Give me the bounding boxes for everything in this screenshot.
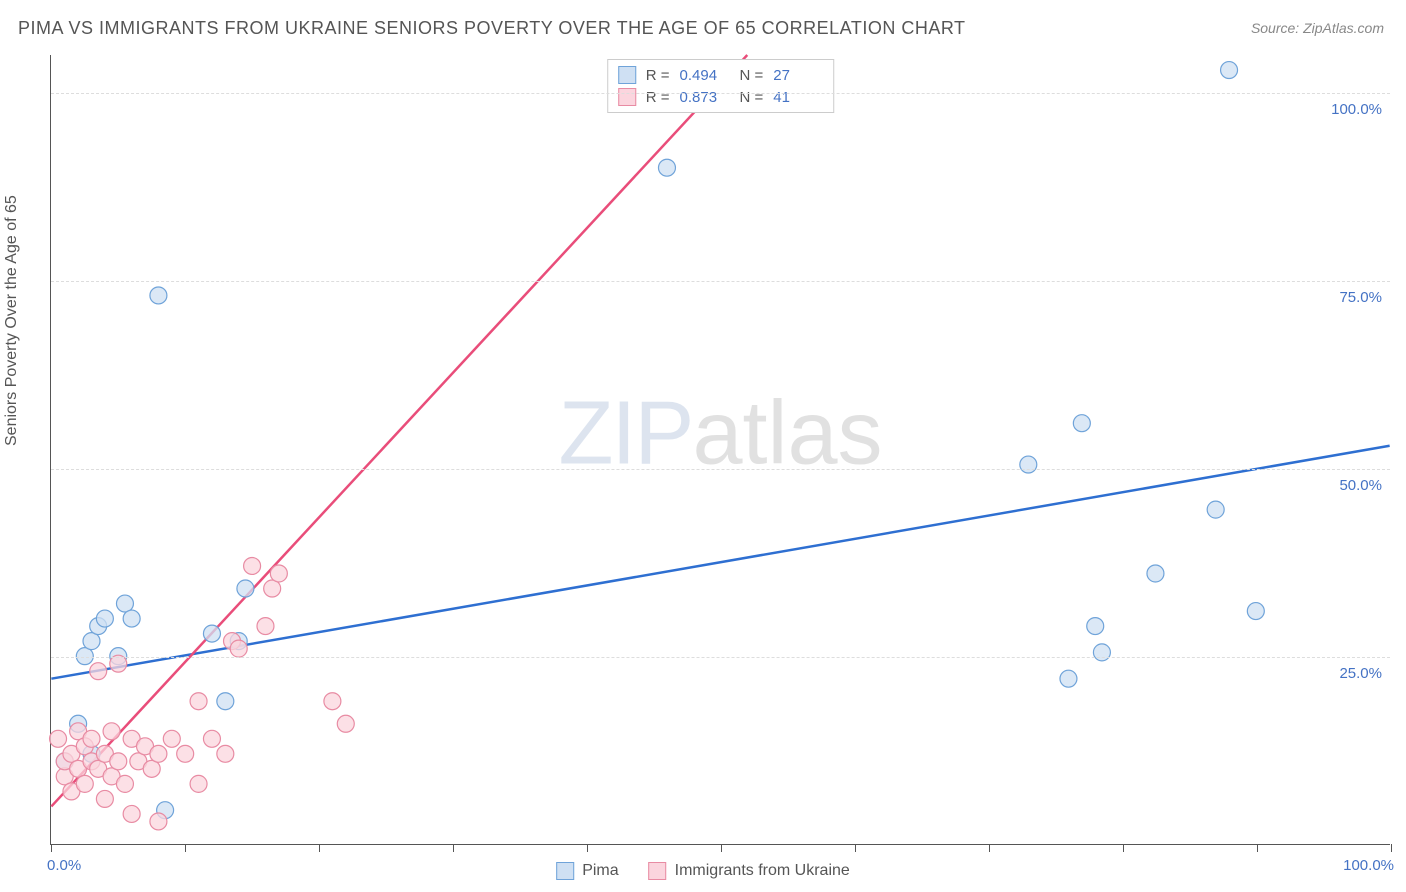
legend-item: Pima: [556, 862, 618, 880]
n-value: 27: [773, 67, 823, 84]
data-point: [123, 610, 140, 627]
legend-swatch-icon: [556, 862, 574, 880]
data-point: [143, 760, 160, 777]
data-point: [190, 775, 207, 792]
data-point: [96, 790, 113, 807]
data-point: [116, 595, 133, 612]
y-tick-label: 25.0%: [1339, 665, 1382, 682]
x-tick: [721, 844, 722, 852]
data-point: [658, 159, 675, 176]
data-point: [76, 775, 93, 792]
legend-swatch-icon: [618, 66, 636, 84]
data-point: [217, 693, 234, 710]
data-point: [177, 745, 194, 762]
series-legend: Pima Immigrants from Ukraine: [556, 862, 850, 880]
data-point: [96, 610, 113, 627]
gridline: [51, 469, 1390, 470]
legend-row: R = 0.873 N = 41: [618, 86, 824, 108]
data-point: [110, 753, 127, 770]
data-point: [163, 730, 180, 747]
gridline: [51, 93, 1390, 94]
n-label: N =: [740, 89, 764, 106]
chart-title: PIMA VS IMMIGRANTS FROM UKRAINE SENIORS …: [18, 18, 966, 39]
x-tick: [51, 844, 52, 852]
data-point: [1087, 618, 1104, 635]
data-point: [150, 745, 167, 762]
data-point: [150, 287, 167, 304]
data-point: [264, 580, 281, 597]
y-tick-label: 75.0%: [1339, 289, 1382, 306]
regression-line: [51, 55, 747, 806]
x-label-right: 100.0%: [1343, 857, 1394, 874]
legend-row: R = 0.494 N = 27: [618, 64, 824, 86]
data-point: [116, 775, 133, 792]
data-point: [90, 663, 107, 680]
data-point: [1221, 62, 1238, 79]
data-point: [1020, 456, 1037, 473]
data-point: [1247, 603, 1264, 620]
data-point: [337, 715, 354, 732]
data-point: [103, 723, 120, 740]
data-point: [123, 805, 140, 822]
x-tick: [1391, 844, 1392, 852]
data-point: [190, 693, 207, 710]
data-point: [230, 640, 247, 657]
data-point: [203, 625, 220, 642]
data-point: [217, 745, 234, 762]
data-point: [83, 633, 100, 650]
x-tick: [319, 844, 320, 852]
data-point: [1093, 644, 1110, 661]
data-point: [203, 730, 220, 747]
gridline: [51, 281, 1390, 282]
plot-area: ZIPatlas R = 0.494N = 27R = 0.873N = 41 …: [50, 55, 1390, 845]
x-tick: [855, 844, 856, 852]
correlation-legend: R = 0.494 N = 27 R = 0.873 N = 41: [607, 59, 835, 113]
x-tick: [1257, 844, 1258, 852]
data-point: [237, 580, 254, 597]
x-tick: [989, 844, 990, 852]
data-point: [150, 813, 167, 830]
y-tick-label: 100.0%: [1331, 101, 1382, 118]
data-point: [324, 693, 341, 710]
legend-label: Immigrants from Ukraine: [675, 862, 850, 880]
data-point: [1060, 670, 1077, 687]
r-value: 0.873: [680, 89, 730, 106]
r-label: R =: [646, 67, 670, 84]
data-point: [1207, 501, 1224, 518]
r-value: 0.494: [680, 67, 730, 84]
legend-label: Pima: [582, 862, 618, 880]
legend-swatch-icon: [649, 862, 667, 880]
y-tick-label: 50.0%: [1339, 477, 1382, 494]
x-tick: [453, 844, 454, 852]
data-point: [244, 557, 261, 574]
data-point: [50, 730, 67, 747]
gridline: [51, 657, 1390, 658]
r-label: R =: [646, 89, 670, 106]
data-point: [257, 618, 274, 635]
data-point: [1147, 565, 1164, 582]
x-tick: [1123, 844, 1124, 852]
data-point: [1073, 415, 1090, 432]
legend-swatch-icon: [618, 88, 636, 106]
x-label-left: 0.0%: [47, 857, 81, 874]
legend-item: Immigrants from Ukraine: [649, 862, 850, 880]
data-point: [270, 565, 287, 582]
data-point: [83, 730, 100, 747]
n-value: 41: [773, 89, 823, 106]
n-label: N =: [740, 67, 764, 84]
source-label: Source: ZipAtlas.com: [1251, 20, 1384, 36]
x-tick: [185, 844, 186, 852]
x-tick: [587, 844, 588, 852]
chart-svg: [51, 55, 1390, 844]
y-axis-title: Seniors Poverty Over the Age of 65: [3, 195, 21, 446]
